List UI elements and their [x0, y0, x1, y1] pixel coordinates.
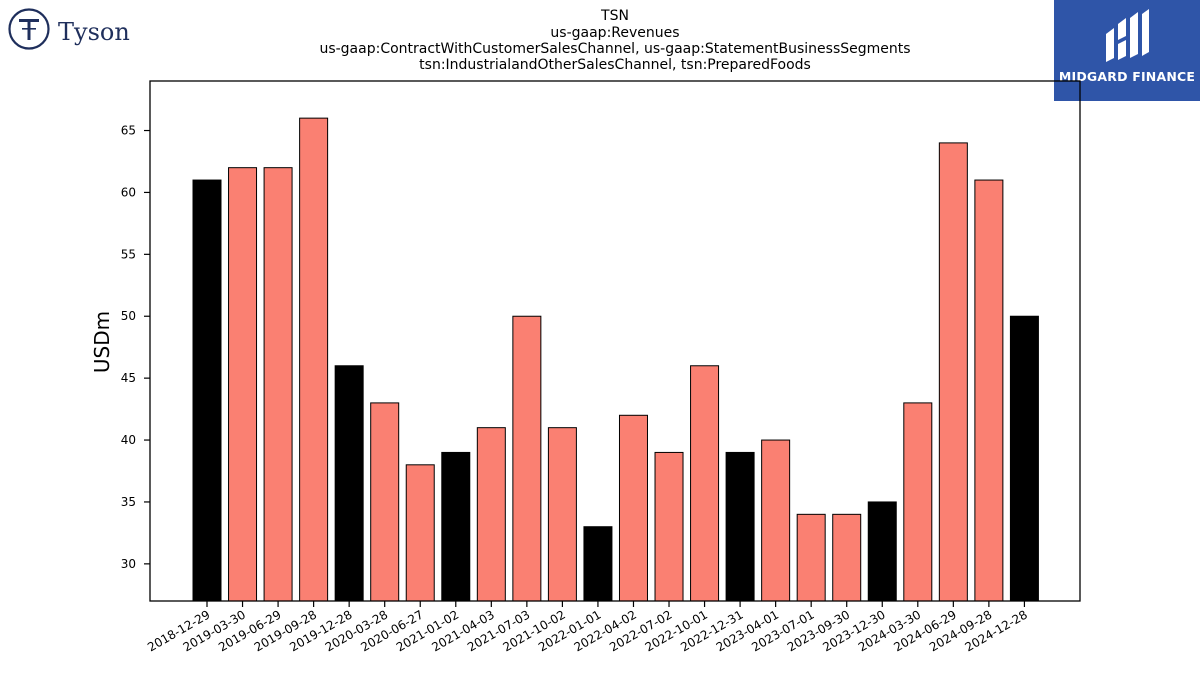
y-tick-label-35: 35 — [121, 495, 136, 509]
bar-2022-01-01 — [583, 526, 613, 602]
bar-2023-12-30 — [867, 501, 897, 602]
y-tick-label-40: 40 — [121, 433, 136, 447]
bar-2019-03-30 — [228, 167, 258, 602]
bar-2023-09-30 — [832, 513, 862, 602]
y-tick-label-30: 30 — [121, 557, 136, 571]
bar-2022-07-02 — [654, 451, 684, 602]
bar-2023-04-01 — [761, 439, 791, 602]
bar-2022-10-01 — [690, 365, 720, 602]
chart-title-line-1: TSN — [600, 8, 629, 24]
bar-2024-12-28 — [1009, 315, 1039, 602]
plot-frame — [149, 80, 1081, 602]
bar-2019-12-28 — [334, 365, 364, 602]
tyson-logo: Tyson — [6, 6, 136, 52]
y-tick-label-50: 50 — [121, 309, 136, 323]
chart-title-line-4: tsn:IndustrialandOtherSalesChannel, tsn:… — [419, 57, 811, 73]
bar-2024-03-30 — [903, 402, 933, 602]
bar-2022-04-02 — [618, 414, 648, 602]
bar-2020-06-27 — [405, 464, 435, 602]
bar-2024-06-29 — [938, 142, 968, 602]
bar-2024-09-28 — [974, 179, 1004, 602]
bar-2021-04-03 — [476, 427, 506, 602]
chart-title-line-3: us-gaap:ContractWithCustomerSalesChannel… — [319, 41, 910, 57]
y-tick-label-45: 45 — [121, 371, 136, 385]
y-tick-label-55: 55 — [121, 247, 136, 261]
bar-2020-03-28 — [370, 402, 400, 602]
bar-2021-10-02 — [547, 427, 577, 602]
midgard-finance-wordmark: MIDGARD FINANCE — [1058, 69, 1196, 84]
bar-2021-01-02 — [441, 451, 471, 602]
midgard-finance-logo: MIDGARD FINANCE — [1054, 0, 1200, 101]
tyson-wordmark: Tyson — [58, 18, 130, 46]
bar-2018-12-29 — [192, 179, 222, 602]
bar-2021-07-03 — [512, 315, 542, 602]
y-axis-label: USDm — [90, 311, 114, 373]
chart-title-line-2: us-gaap:Revenues — [550, 25, 679, 41]
bar-2023-07-01 — [796, 513, 826, 602]
bar-2022-12-31 — [725, 451, 755, 602]
bar-2019-06-29 — [263, 167, 293, 602]
y-tick-label-60: 60 — [121, 185, 136, 199]
bar-2019-09-28 — [299, 117, 329, 602]
y-tick-label-65: 65 — [121, 124, 136, 138]
